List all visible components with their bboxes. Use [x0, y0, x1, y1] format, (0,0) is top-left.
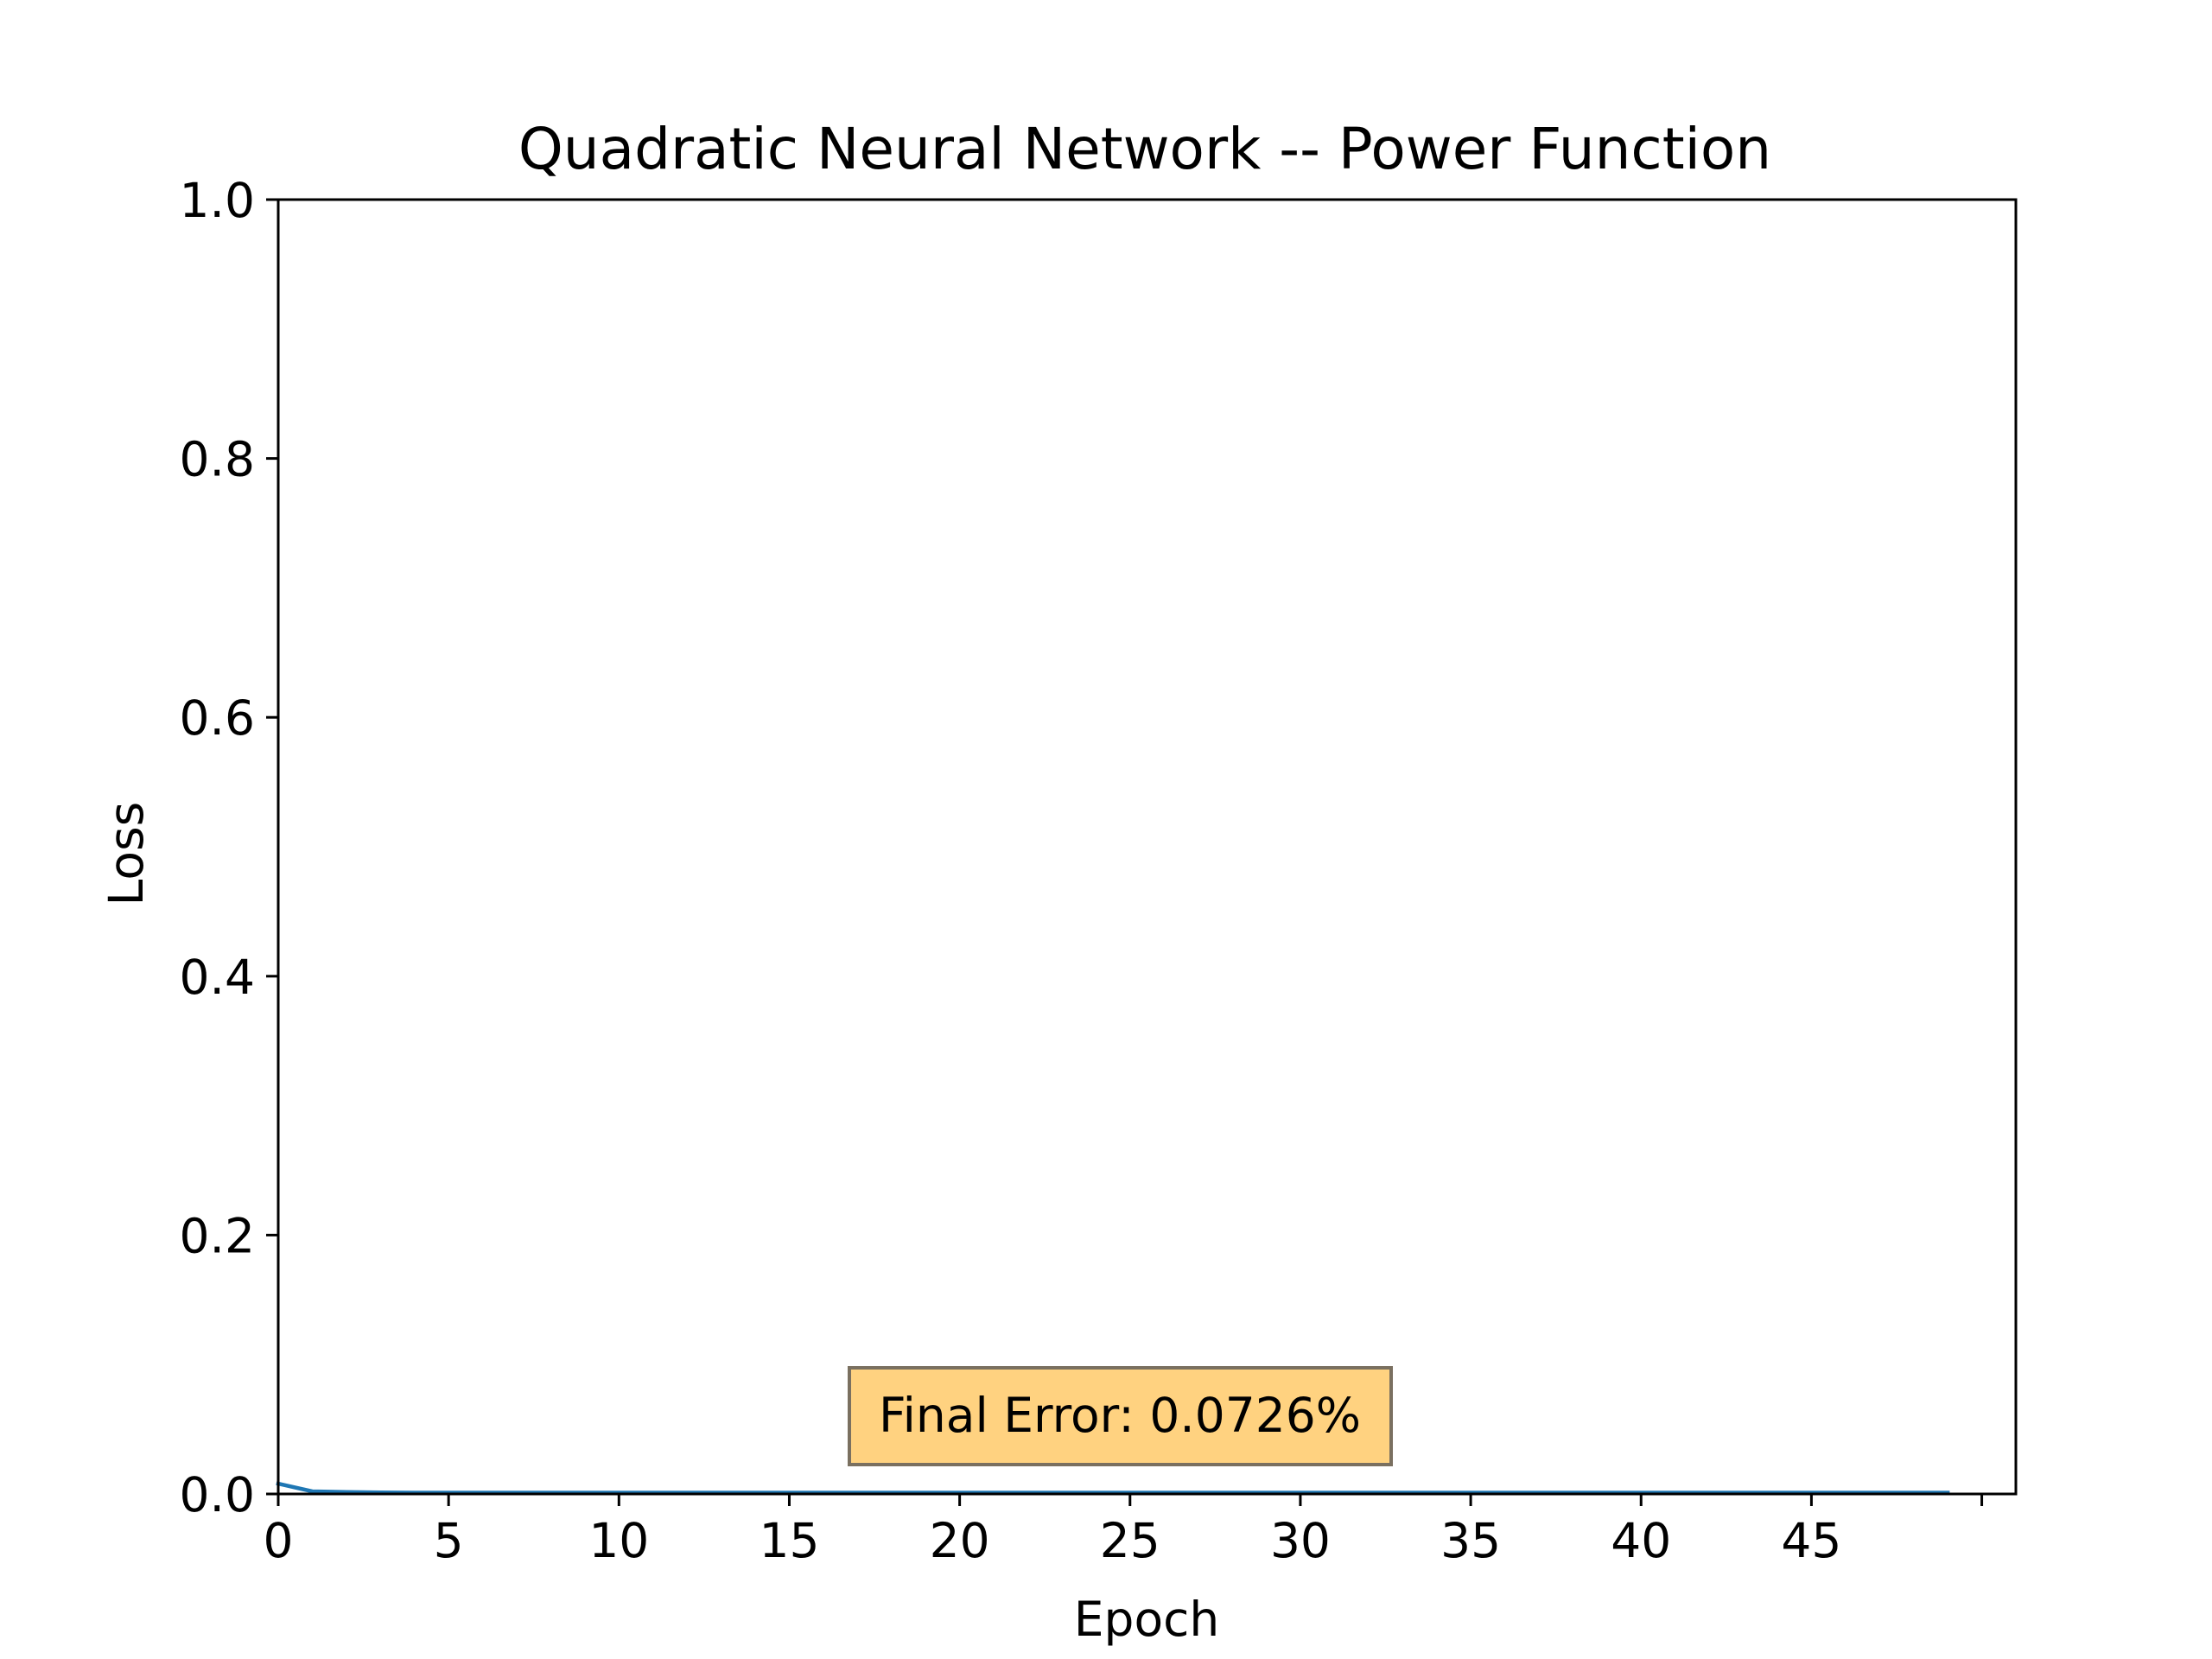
y-axis-ticks: 0.0 0.2 0.4 0.6 0.8 1.0: [180, 173, 278, 1522]
y-axis-label: Loss: [99, 802, 154, 906]
x-axis-label: Epoch: [1074, 1592, 1219, 1647]
y-tick-label: 0.6: [180, 690, 255, 746]
x-tick-label: 35: [1440, 1513, 1501, 1568]
x-tick-label: 5: [434, 1513, 464, 1568]
x-tick-label: 25: [1100, 1513, 1160, 1568]
plot-background: [278, 200, 2016, 1494]
x-tick-label: 0: [264, 1513, 294, 1568]
y-tick-label: 0.8: [180, 432, 255, 487]
x-tick-label: 15: [759, 1513, 819, 1568]
x-tick-label: 20: [930, 1513, 990, 1568]
x-tick-label: 45: [1781, 1513, 1841, 1568]
y-tick-label: 0.4: [180, 950, 255, 1005]
y-tick-label: 0.2: [180, 1208, 255, 1263]
annotation-layer: Final Error: 0.0726%: [848, 1366, 1393, 1466]
final-error-annotation: Final Error: 0.0726%: [879, 1388, 1361, 1443]
plot-frame: [276, 198, 2018, 1496]
plot-area: [278, 200, 2016, 1494]
y-tick-label: 0.0: [180, 1467, 255, 1522]
x-tick-label: 40: [1611, 1513, 1671, 1568]
x-tick-label: 10: [588, 1513, 649, 1568]
y-tick-label: 1.0: [180, 173, 255, 228]
x-tick-label: 30: [1270, 1513, 1331, 1568]
final-error-annotation-box: [848, 1366, 1393, 1466]
chart-title: Quadratic Neural Network -- Power Functi…: [518, 116, 1771, 182]
x-axis-ticks: 0 5 10 15 20 25 30 35 40 45: [264, 1494, 1984, 1568]
